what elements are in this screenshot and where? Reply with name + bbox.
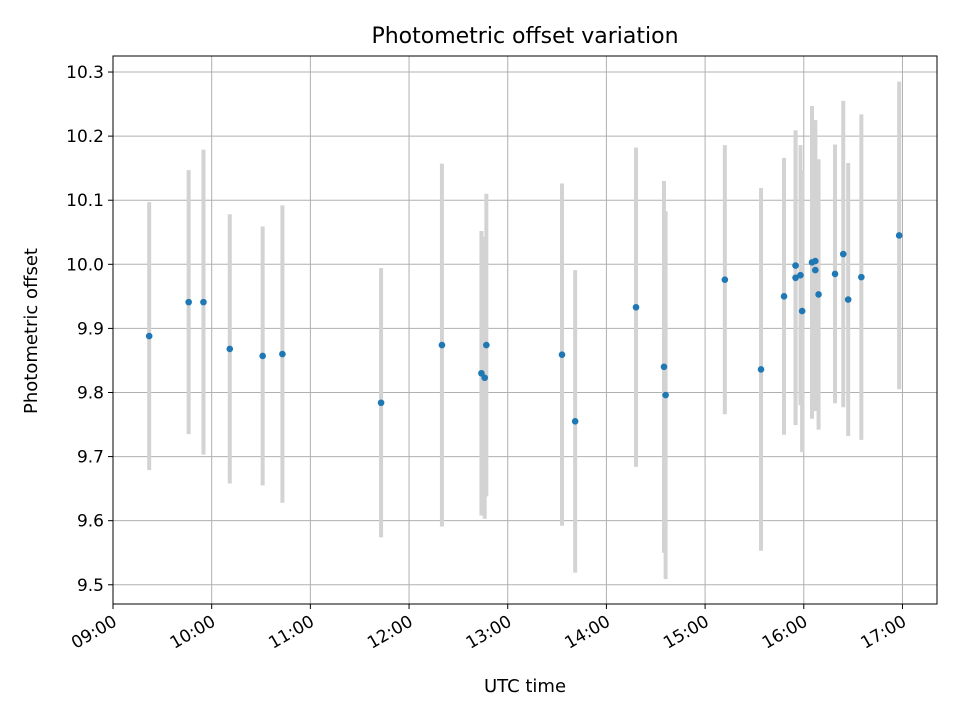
data-point — [662, 391, 669, 399]
data-point — [811, 257, 819, 265]
data-point — [839, 250, 847, 258]
y-tick-label: 9.7 — [77, 448, 104, 468]
data-points — [145, 232, 903, 425]
data-point — [895, 232, 903, 239]
data-point — [226, 345, 234, 353]
data-point — [780, 293, 788, 300]
data-point — [438, 341, 446, 349]
data-point — [844, 296, 852, 303]
data-point — [797, 271, 804, 279]
y-tick-label: 10.1 — [66, 191, 104, 211]
y-tick-label: 10.3 — [66, 63, 104, 83]
y-tick-label: 9.9 — [77, 319, 104, 339]
data-point — [721, 276, 729, 283]
y-tick-label: 10.0 — [66, 255, 104, 275]
grid — [112, 56, 937, 604]
data-point — [259, 352, 266, 360]
data-point — [660, 363, 668, 371]
data-point — [632, 303, 640, 311]
y-axis-ticks: 9.5 9.6 9.7 9.8 9.9 10.0 10.1 10.2 10.3 — [66, 63, 113, 596]
y-tick-label: 10.2 — [66, 127, 104, 147]
data-point — [798, 307, 806, 315]
data-point — [481, 374, 489, 382]
data-point — [757, 366, 765, 373]
data-point — [831, 270, 839, 278]
data-point — [185, 298, 192, 306]
y-tick-label: 9.6 — [77, 512, 104, 532]
data-point — [811, 266, 819, 274]
data-point — [145, 332, 153, 340]
data-point — [571, 418, 579, 425]
data-point — [792, 262, 799, 269]
plot-frame — [112, 55, 938, 605]
data-point — [200, 298, 207, 306]
data-point — [483, 341, 490, 349]
y-axis-label: Photometric offset — [21, 248, 42, 414]
y-tick-label: 9.5 — [77, 576, 104, 596]
data-point — [815, 291, 822, 298]
data-point — [377, 399, 385, 407]
data-point — [858, 273, 865, 281]
y-tick-label: 9.8 — [77, 383, 104, 403]
x-axis-label: UTC time — [484, 676, 566, 697]
data-point — [558, 351, 566, 358]
data-point — [279, 350, 286, 358]
data-point — [792, 274, 799, 282]
chart-title: Photometric offset variation — [371, 24, 678, 49]
